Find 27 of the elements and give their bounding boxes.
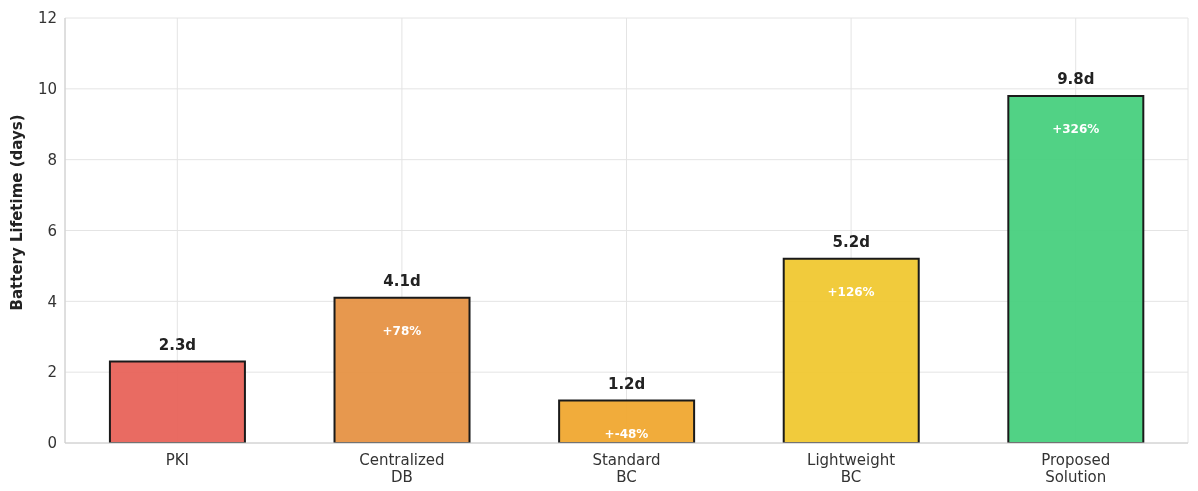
y-tick-label: 10 (37, 80, 57, 99)
y-tick-label: 2 (47, 363, 57, 382)
data-label: 4.1d (383, 271, 421, 290)
x-tick-label: Centralized DB (359, 451, 445, 486)
bar (558, 399, 696, 443)
data-label: 2.3d (158, 335, 197, 354)
data-label: 9.8d (1057, 69, 1095, 88)
annotation: +78% (382, 323, 422, 338)
bar (333, 296, 471, 443)
annotation: +-48% (604, 426, 649, 441)
y-tick-label: 0 (47, 434, 57, 453)
data-label: 5.2d (832, 232, 870, 251)
y-tick-label: 6 (47, 221, 57, 240)
y-axis-title: Battery Lifetime (days) (8, 114, 27, 311)
x-tick-label: PKI (165, 451, 189, 469)
x-tick-label: Standard BC (592, 451, 661, 486)
annotation: +326% (1052, 121, 1100, 136)
y-tick-label: 8 (47, 150, 57, 169)
y-tick-label: 4 (47, 292, 57, 311)
annotation: +126% (827, 284, 875, 299)
x-tick-label: Proposed Solution (1041, 451, 1111, 486)
data-label: 1.2d (607, 374, 646, 393)
y-tick-label: 12 (37, 9, 57, 28)
bar (108, 360, 246, 443)
x-tick-label: Lightweight BC (807, 451, 896, 486)
bar (1007, 94, 1145, 443)
bar (782, 257, 920, 443)
